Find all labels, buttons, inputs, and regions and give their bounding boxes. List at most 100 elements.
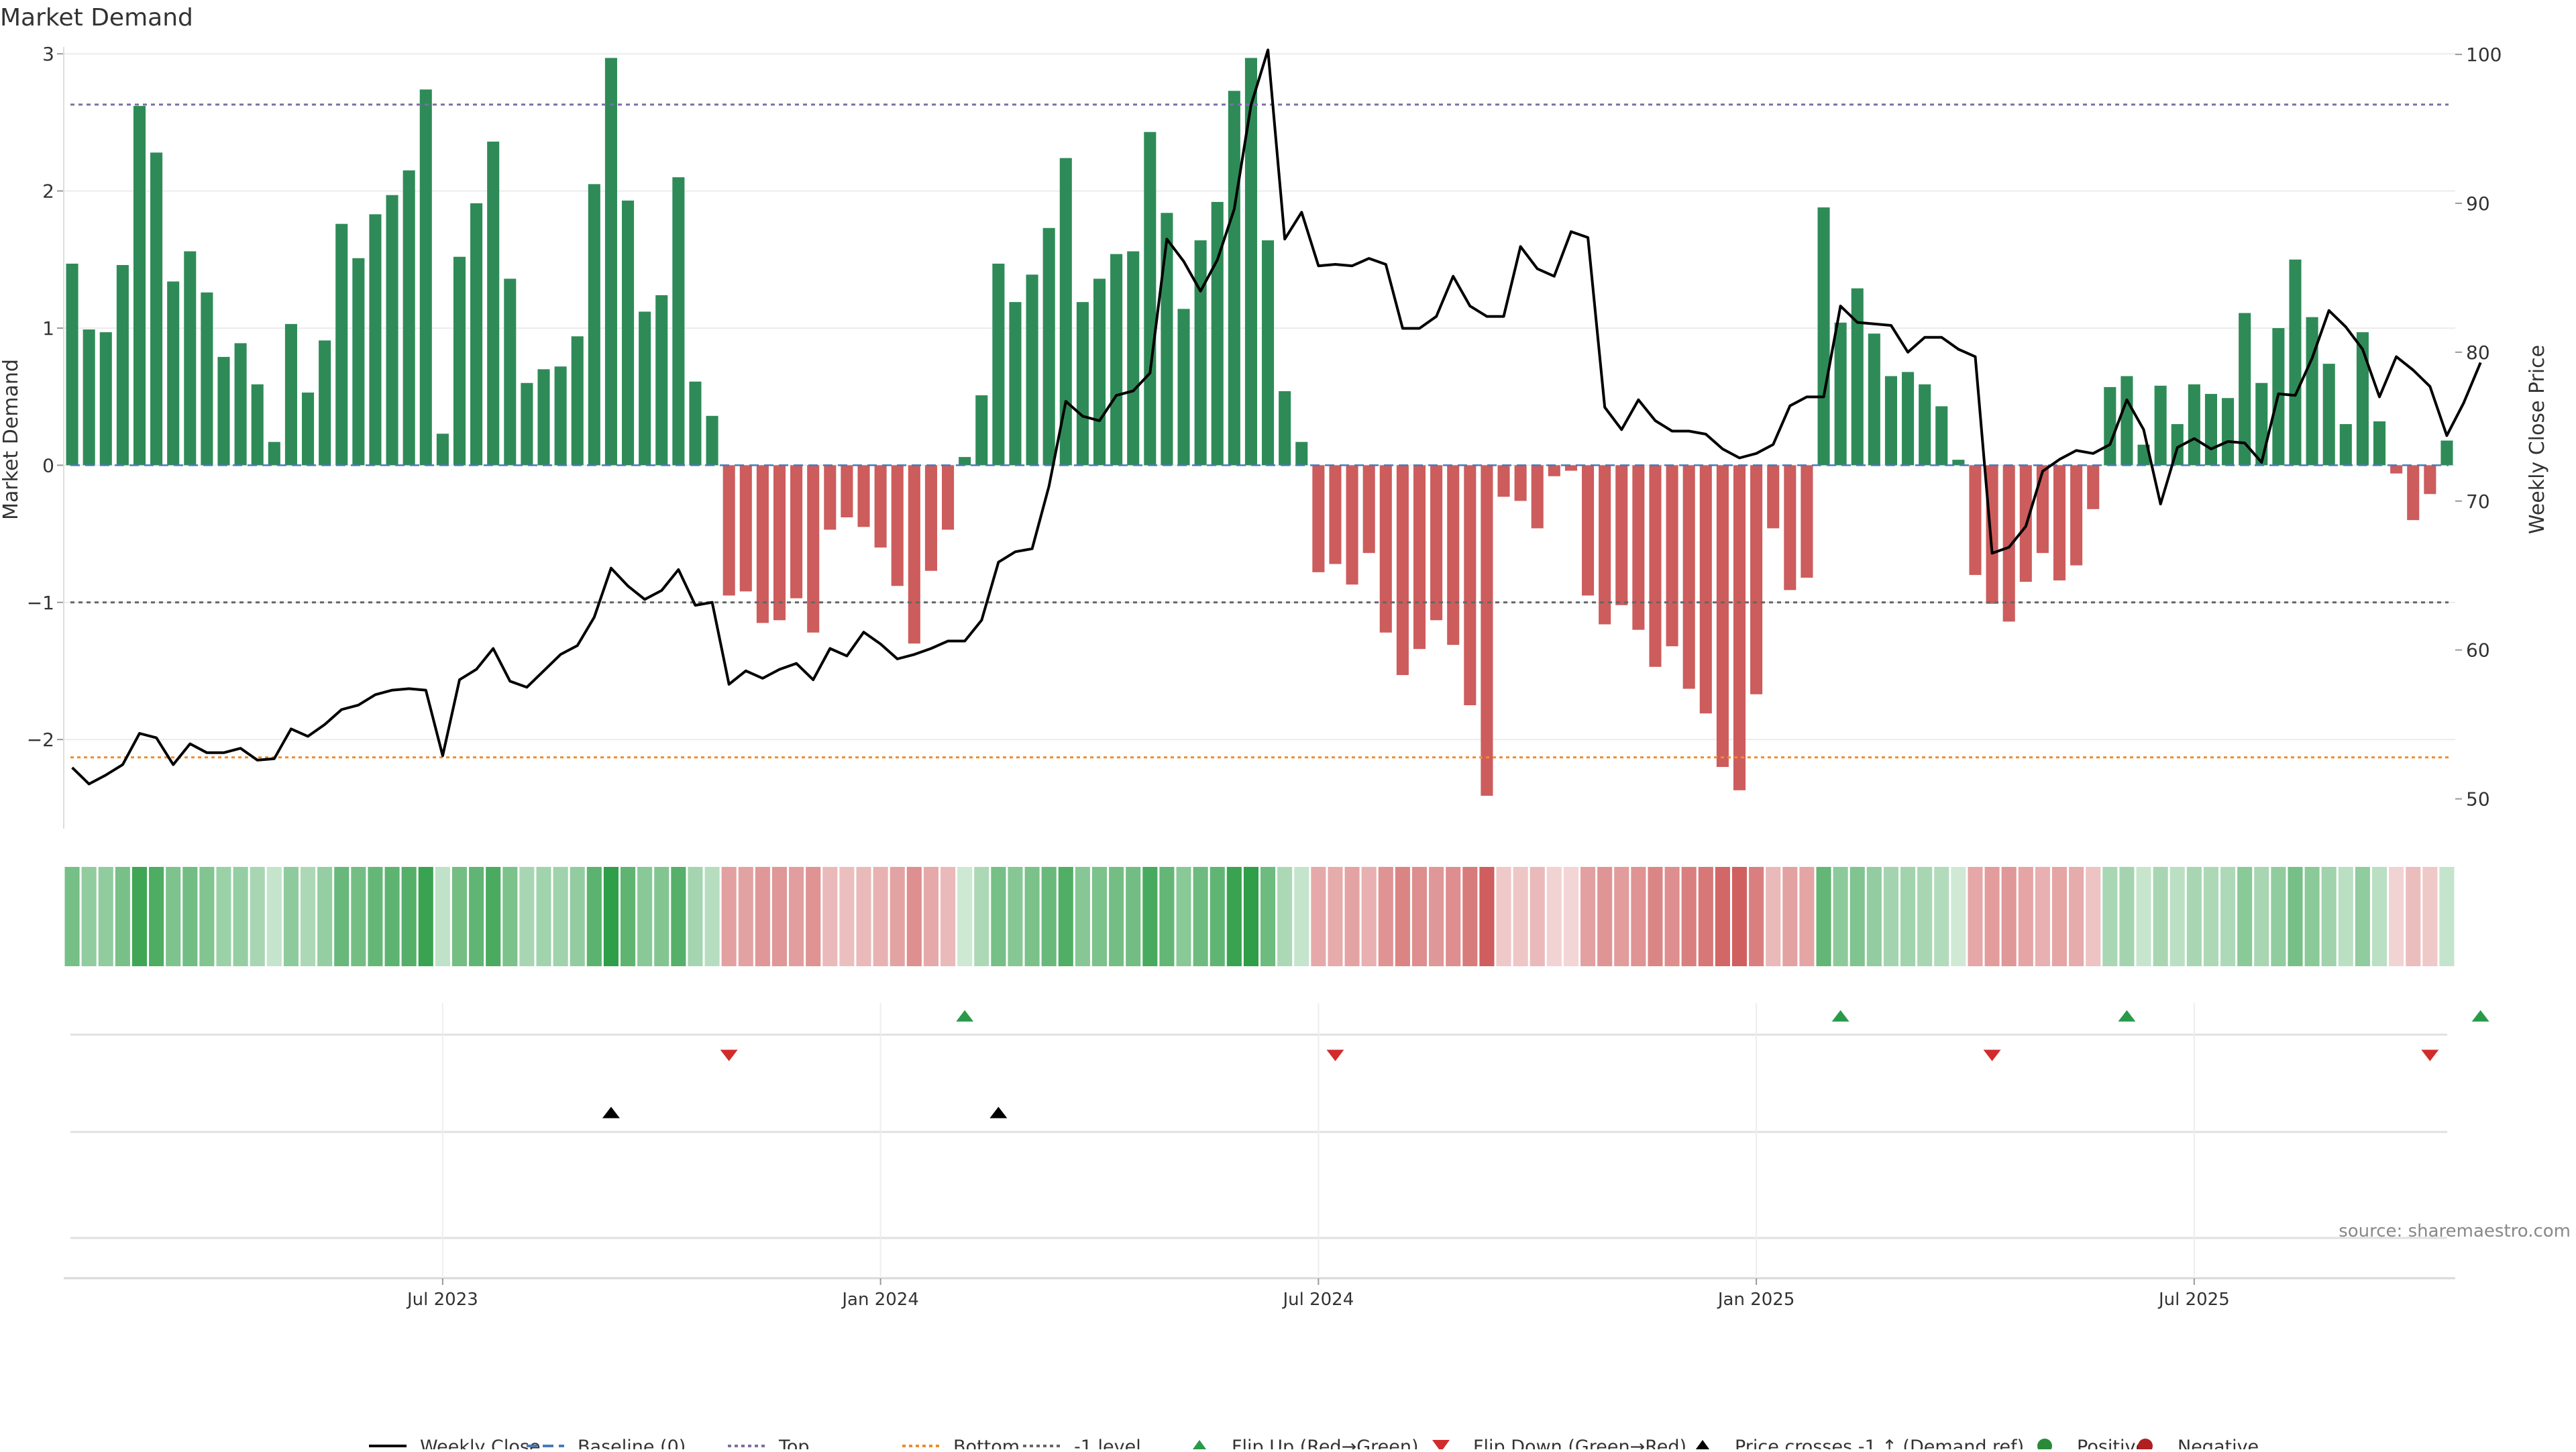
- heat-strip-cell: [1328, 867, 1343, 966]
- demand-bar-negative: [1986, 465, 1998, 604]
- heat-strip-cell: [1075, 867, 1090, 966]
- y-tick-label: 3: [42, 43, 54, 65]
- demand-bar-positive: [706, 415, 718, 466]
- demand-bar-negative: [1649, 465, 1662, 667]
- demand-bar-negative: [1632, 465, 1645, 630]
- demand-bar-negative: [1329, 465, 1342, 564]
- heat-strip-cell: [1024, 867, 1040, 966]
- flip-up-marker: [2118, 1010, 2136, 1022]
- heat-strip-cell: [1816, 867, 1831, 966]
- heat-strip-cell: [1614, 867, 1629, 966]
- heat-strip-cell: [1513, 867, 1528, 966]
- heat-strip-cell: [806, 867, 821, 966]
- heat-strip-cell: [1058, 867, 1073, 966]
- demand-bar-positive: [284, 323, 297, 466]
- weekly-close-line: [71, 48, 2482, 786]
- demand-bar-positive: [1110, 254, 1123, 466]
- demand-bar-positive: [133, 105, 146, 466]
- demand-bar-negative: [824, 465, 837, 530]
- heat-strip-cell: [166, 867, 181, 966]
- demand-bar-negative: [1615, 465, 1628, 605]
- demand-bar-positive: [672, 177, 685, 466]
- heat-strip-cell: [384, 867, 400, 966]
- heat-strip-cell: [1799, 867, 1815, 966]
- heat-strip-cell: [1681, 867, 1697, 966]
- heat-strip-cell: [2406, 867, 2421, 966]
- heat-strip-cell: [2389, 867, 2404, 966]
- heat-strip-cell: [1664, 867, 1680, 966]
- demand-bar-negative: [1464, 465, 1477, 706]
- heat-strip-cell: [1984, 867, 2000, 966]
- demand-bar-positive: [2306, 317, 2318, 466]
- demand-bar-positive: [2188, 384, 2200, 466]
- legend-label-8: Positive: [2077, 1437, 2147, 1449]
- heat-strip-cell: [620, 867, 636, 966]
- heat-strip-cell: [1934, 867, 1949, 966]
- demand-bar-negative: [1716, 465, 1729, 768]
- heat-strip-cell: [317, 867, 333, 966]
- heat-strip-cell: [974, 867, 989, 966]
- legend-label-5: Flip Up (Red→Green): [1232, 1437, 1419, 1449]
- legend-label-9: Negative: [2178, 1437, 2259, 1449]
- heat-strip-cell: [940, 867, 956, 966]
- heat-strip-cell: [1378, 867, 1393, 966]
- demand-bar-positive: [419, 89, 432, 466]
- demand-bar-negative: [2070, 465, 2083, 566]
- y2-tick-label: 100: [2466, 44, 2502, 66]
- heat-strip-cell: [2439, 867, 2455, 966]
- heat-strip-cell: [1546, 867, 1562, 966]
- heat-strip-cell: [1648, 867, 1663, 966]
- legend-label-4: -1 level: [1074, 1437, 1141, 1449]
- demand-bar-positive: [1244, 58, 1257, 466]
- heat-strip-cell: [856, 867, 871, 966]
- heat-strip-cell: [1446, 867, 1461, 966]
- heat-strip-cell: [64, 867, 80, 966]
- demand-bar-negative: [1784, 465, 1796, 590]
- heat-strip-cell: [1041, 867, 1057, 966]
- heat-strip-cell: [519, 867, 535, 966]
- demand-bar-positive: [1059, 158, 1072, 466]
- heat-strip-cell: [1529, 867, 1545, 966]
- flip-down-marker: [1983, 1049, 2001, 1061]
- y-axis-label: Market Demand: [0, 359, 23, 520]
- heat-strip-cell: [906, 867, 922, 966]
- heat-strip-cell: [2371, 867, 2387, 966]
- heat-strip-cell: [2220, 867, 2236, 966]
- demand-bar-positive: [2322, 364, 2335, 466]
- demand-bar-positive: [1935, 406, 1948, 466]
- demand-bar-positive: [2440, 440, 2453, 466]
- heat-strip-cell: [1580, 867, 1596, 966]
- demand-bar-positive: [1952, 460, 1965, 466]
- x-tick-label: Jan 2025: [1717, 1290, 1795, 1310]
- heat-strip-cell: [182, 867, 198, 966]
- demand-bar-negative: [1396, 465, 1409, 676]
- demand-bar-negative: [1514, 465, 1527, 501]
- heat-strip-cell: [1411, 867, 1428, 966]
- heat-strip-cell: [1883, 867, 1899, 966]
- demand-bar-negative: [1682, 465, 1695, 689]
- demand-bar-positive: [2154, 385, 2167, 466]
- demand-bar-positive: [217, 356, 230, 466]
- heat-strip-cell: [1243, 867, 1258, 966]
- heat-strip-cell: [2086, 867, 2101, 966]
- demand-bar-positive: [470, 203, 483, 466]
- demand-bar-positive: [2204, 394, 2218, 466]
- heat-strip-cell: [2288, 867, 2303, 966]
- demand-bar-negative: [756, 465, 769, 623]
- demand-bar-positive: [554, 366, 567, 466]
- demand-bar-positive: [1009, 302, 1022, 466]
- demand-bar-positive: [99, 332, 112, 466]
- y2-tick-label: 90: [2466, 193, 2490, 215]
- demand-bar-negative: [1599, 465, 1611, 625]
- heat-strip-cell: [1833, 867, 1848, 966]
- demand-bar-positive: [1161, 213, 1173, 466]
- heat-strip-cell: [2119, 867, 2135, 966]
- demand-bar-positive: [1076, 302, 1089, 466]
- demand-bar-negative: [1346, 465, 1358, 585]
- demand-bar-negative: [1582, 465, 1595, 596]
- demand-bar-negative: [857, 465, 870, 527]
- demand-bar-positive: [1868, 333, 1880, 466]
- heat-strip-cell: [1749, 867, 1764, 966]
- heat-strip-cell: [890, 867, 905, 966]
- heat-strip-cell: [2102, 867, 2118, 966]
